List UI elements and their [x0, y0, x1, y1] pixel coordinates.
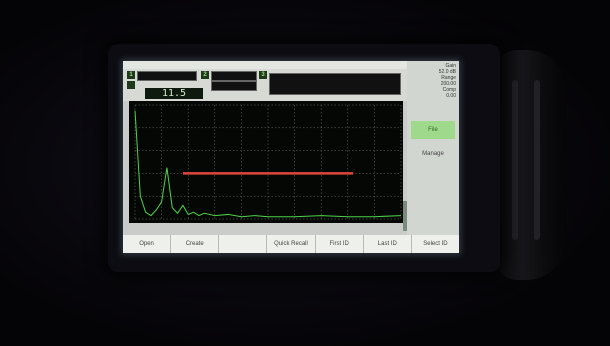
grip-ridge — [512, 80, 518, 240]
side-header-line: Gain — [445, 63, 456, 69]
status-text — [309, 76, 399, 84]
function-key-bar: Open Create Quick Recall First ID Last I… — [123, 235, 459, 253]
a-scan-trace — [134, 110, 402, 218]
readout-box-1 — [137, 71, 197, 81]
side-header-line: 0.00 — [446, 93, 456, 99]
gate-1-tag-lower — [127, 81, 135, 89]
side-header-line: Range — [441, 75, 456, 81]
quick-recall-key[interactable]: Quick Recall — [266, 235, 314, 253]
readout-box-2 — [211, 71, 257, 81]
select-id-key[interactable]: Select ID — [410, 235, 459, 253]
gain-meter — [403, 201, 407, 231]
last-id-key[interactable]: Last ID — [362, 235, 411, 253]
manage-button[interactable]: Manage — [422, 151, 444, 157]
device-grip — [494, 50, 566, 280]
open-key[interactable]: Open — [139, 241, 154, 247]
thickness-readout: 11.5 — [145, 88, 203, 99]
gate-3-tag: 3 — [259, 71, 267, 79]
create-key[interactable]: Create — [170, 235, 218, 253]
device-screen: 1 2 3 11.5 Gain 52.0 dB Range 200.00 Com… — [123, 61, 459, 253]
blank-key[interactable] — [218, 235, 266, 253]
file-button[interactable]: File — [411, 121, 455, 139]
title-bar — [123, 61, 407, 69]
gate-2-tag: 2 — [201, 71, 209, 79]
readout-box-3 — [211, 81, 257, 91]
side-header-line: 52.0 dB — [438, 69, 456, 75]
gate-1-tag: 1 — [127, 71, 135, 79]
readout-panel: 1 2 3 11.5 — [123, 69, 407, 101]
a-scan-plot — [129, 101, 403, 223]
side-header-line: 200.00 — [440, 81, 456, 87]
side-panel: Gain 52.0 dB Range 200.00 Comp 0.00 File… — [407, 61, 459, 235]
first-id-key[interactable]: First ID — [314, 235, 363, 253]
side-header: Gain 52.0 dB Range 200.00 Comp 0.00 — [407, 63, 459, 99]
grip-ridge — [534, 80, 540, 240]
readout-box-4 — [269, 73, 401, 95]
side-header-line: Comp — [442, 87, 456, 93]
